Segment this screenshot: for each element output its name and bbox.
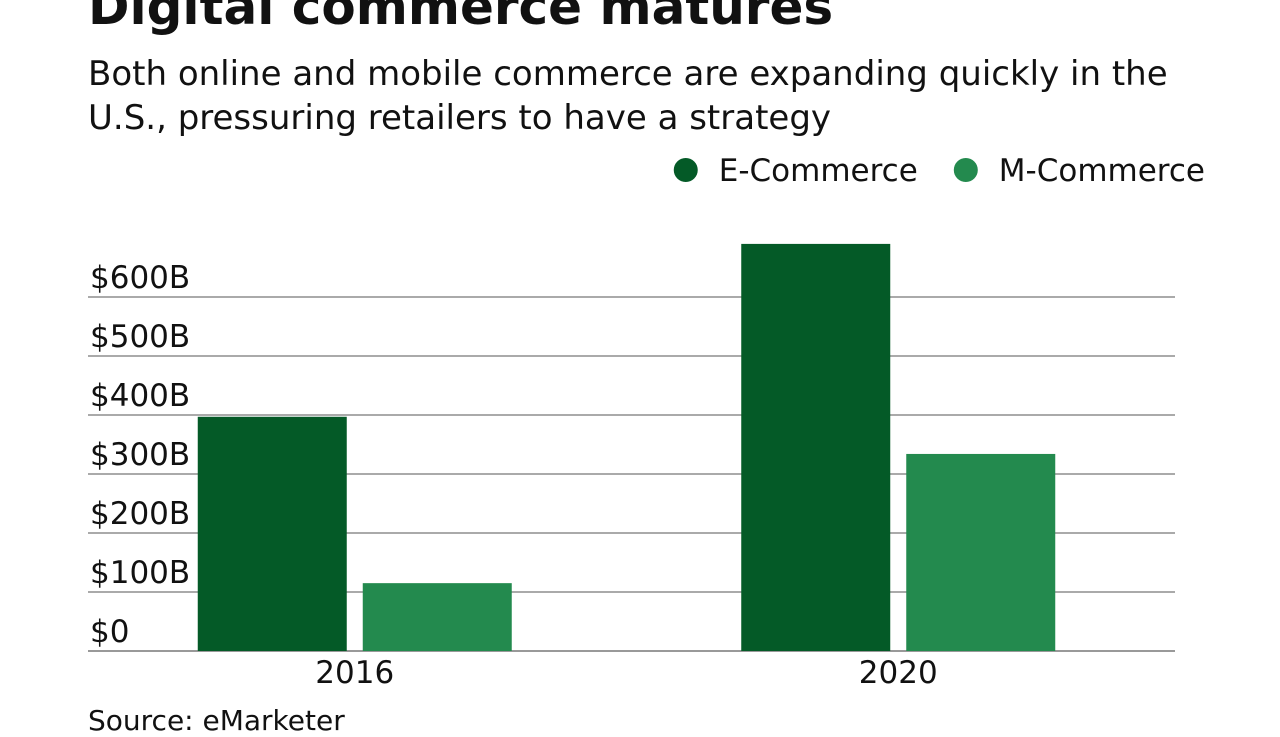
source-note: Source: eMarketer bbox=[88, 704, 345, 737]
legend-marker bbox=[953, 158, 978, 182]
y-tick-label: $200B bbox=[90, 496, 190, 532]
chart-subtitle: Both online and mobile commerce are expa… bbox=[88, 54, 1168, 138]
legend-label: E-Commerce bbox=[719, 153, 918, 189]
y-tick-label: $0 bbox=[90, 614, 129, 650]
y-tick-label: $400B bbox=[90, 378, 190, 414]
bar bbox=[362, 583, 512, 651]
x-tick-label: 2016 bbox=[315, 655, 394, 691]
legend-marker bbox=[673, 158, 698, 182]
y-tick-label: $100B bbox=[90, 555, 190, 591]
page: Digital commerce matures Both online and… bbox=[88, 0, 1205, 737]
chart-title: Digital commerce matures bbox=[88, 0, 834, 36]
x-tick-label: 2020 bbox=[859, 655, 938, 691]
bar bbox=[906, 453, 1056, 651]
bar bbox=[197, 416, 347, 651]
chart: $0 $100B $200B $300B $400B $500B $600B M-Commer… bbox=[88, 153, 1205, 691]
legend-label: M-Commerce bbox=[999, 153, 1205, 189]
bar bbox=[741, 243, 891, 651]
y-tick-label: $500B bbox=[90, 319, 190, 355]
y-tick-label: $300B bbox=[90, 437, 190, 473]
y-tick-label: $600B bbox=[90, 260, 190, 296]
